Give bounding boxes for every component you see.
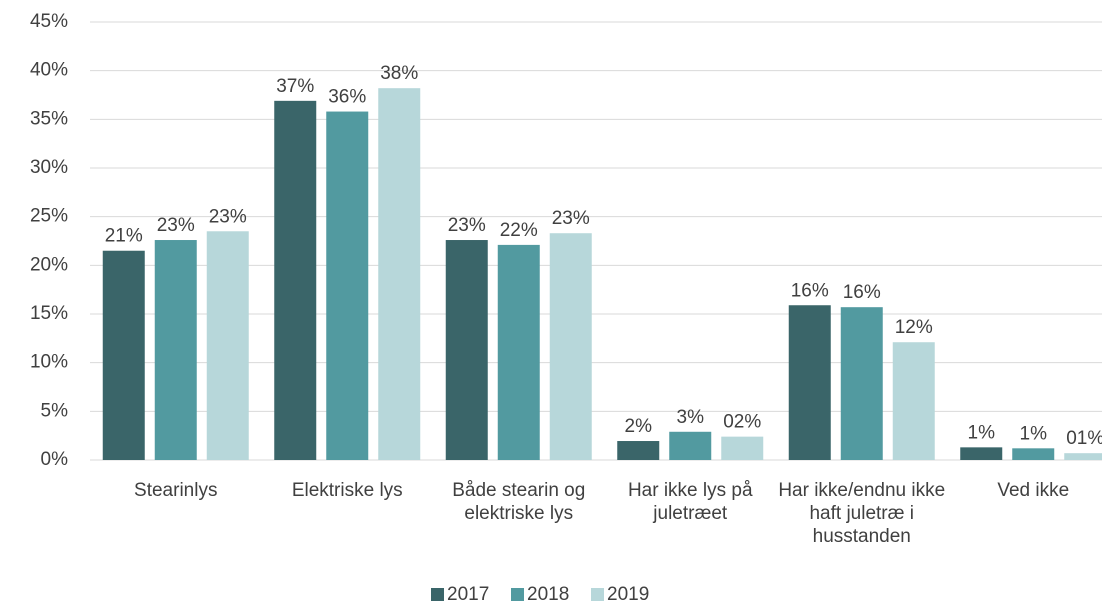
legend-swatch bbox=[511, 588, 524, 601]
x-tick-label: Har ikke/endnu ikke haft juletræ i husst… bbox=[778, 480, 946, 547]
x-tick-label: Stearinlys bbox=[134, 480, 218, 501]
x-tick-label: Ved ikke bbox=[997, 480, 1070, 501]
bar bbox=[617, 441, 660, 460]
data-label: 16% bbox=[843, 282, 881, 303]
bar bbox=[1064, 453, 1102, 460]
legend-swatch bbox=[591, 588, 604, 601]
data-label: 16% bbox=[791, 280, 829, 301]
bar bbox=[326, 111, 369, 461]
data-label: 3% bbox=[677, 407, 705, 428]
legend-label: 2018 bbox=[527, 584, 569, 605]
bar bbox=[788, 305, 831, 460]
y-tick-label: 25% bbox=[30, 206, 68, 227]
y-tick-label: 45% bbox=[30, 11, 68, 32]
data-label: 38% bbox=[380, 63, 418, 84]
data-label: 23% bbox=[552, 208, 590, 229]
bar bbox=[445, 240, 488, 460]
data-label: 1% bbox=[968, 422, 996, 443]
y-tick-label: 30% bbox=[30, 157, 68, 178]
data-label: 12% bbox=[895, 317, 933, 338]
y-tick-label: 15% bbox=[30, 303, 68, 324]
y-tick-label: 35% bbox=[30, 108, 68, 129]
data-label: 36% bbox=[328, 87, 366, 108]
x-tick-label: Har ikke lys på juletræet bbox=[627, 480, 753, 524]
data-label: 2% bbox=[625, 416, 653, 437]
bar bbox=[721, 436, 764, 460]
bar bbox=[669, 431, 712, 460]
data-label: 21% bbox=[105, 226, 143, 247]
bar bbox=[497, 244, 540, 460]
bar bbox=[206, 231, 249, 460]
bar bbox=[549, 233, 592, 460]
y-tick-label: 5% bbox=[41, 400, 69, 421]
bar bbox=[840, 307, 883, 460]
y-tick-label: 40% bbox=[30, 60, 68, 81]
data-label: 23% bbox=[157, 215, 195, 236]
legend-swatch bbox=[431, 588, 444, 601]
data-label: 23% bbox=[209, 206, 247, 227]
data-label: 01% bbox=[1066, 428, 1102, 449]
legend-label: 2019 bbox=[607, 584, 649, 605]
y-tick-label: 20% bbox=[30, 254, 68, 275]
bar bbox=[1012, 448, 1055, 460]
y-tick-label: 0% bbox=[41, 449, 69, 470]
data-label: 22% bbox=[500, 220, 538, 241]
data-label: 37% bbox=[276, 76, 314, 97]
legend-label: 2017 bbox=[447, 584, 489, 605]
data-label: 02% bbox=[723, 412, 761, 433]
data-label: 23% bbox=[448, 215, 486, 236]
bar bbox=[892, 342, 935, 460]
data-label: 1% bbox=[1020, 423, 1048, 444]
bar bbox=[102, 250, 145, 460]
x-tick-label: Elektriske lys bbox=[291, 480, 403, 501]
bar bbox=[960, 447, 1003, 460]
bar bbox=[378, 88, 421, 460]
y-tick-label: 10% bbox=[30, 352, 68, 373]
bar bbox=[274, 100, 317, 460]
bar bbox=[154, 240, 197, 460]
x-tick-label: Både stearin og elektriske lys bbox=[452, 480, 586, 524]
